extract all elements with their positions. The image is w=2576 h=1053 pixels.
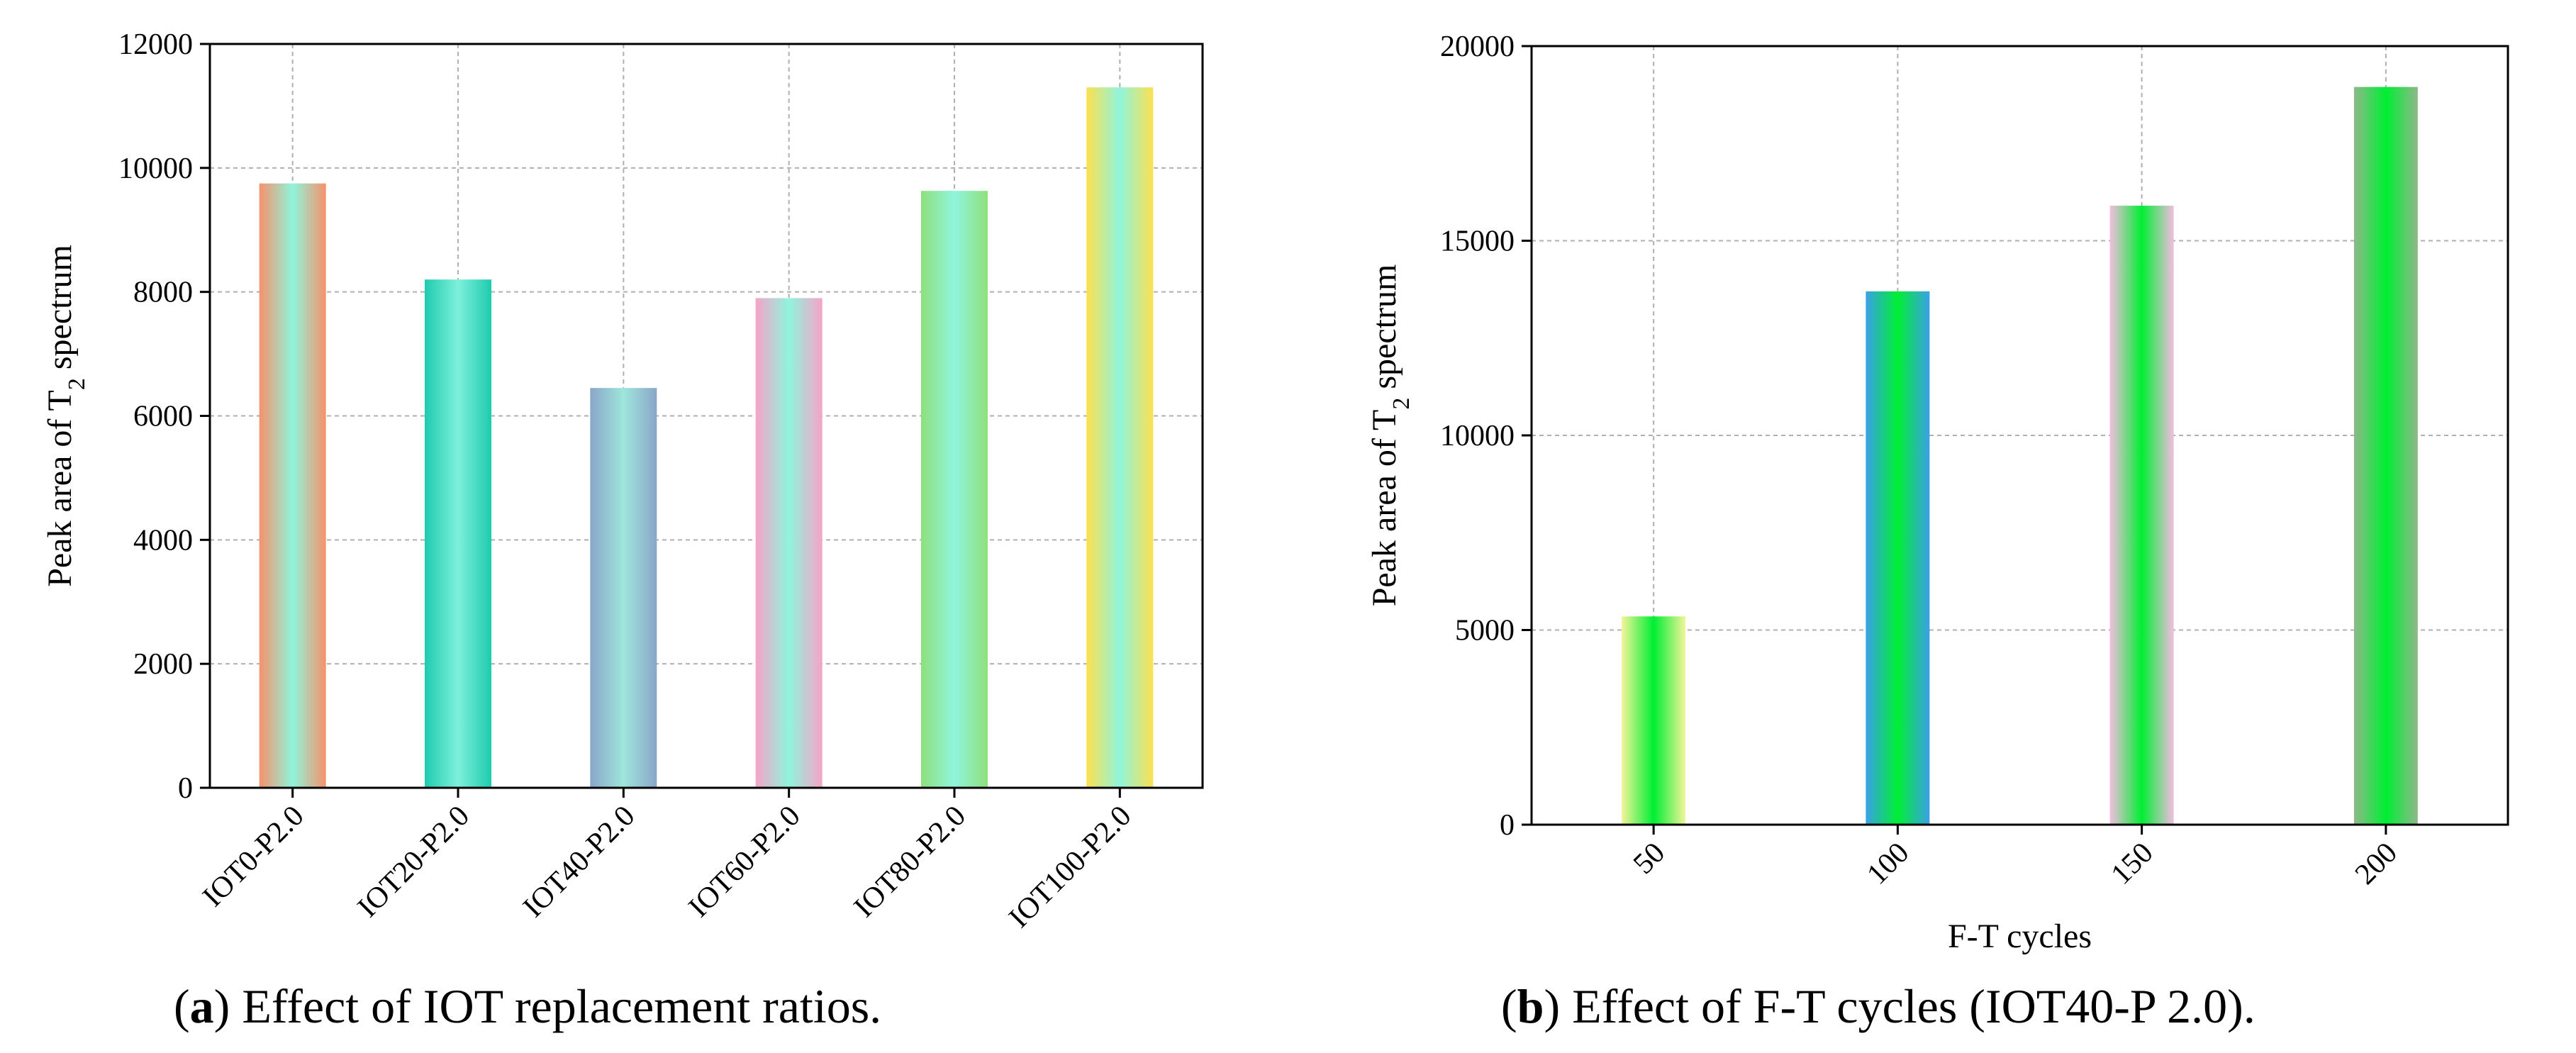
y-tick-label: 10000 [118,152,193,185]
x-axis-label-b: F-T cycles [1948,918,2092,955]
bar-200 [2353,87,2418,825]
x-tick-label: IOT40-P2.0 [517,800,641,924]
bar-IOT100-P2.0 [1086,87,1154,789]
y-tick-label: 2000 [133,648,193,681]
bar-IOT80-P2.0 [921,191,988,788]
x-tick-label: 200 [2349,837,2404,891]
x-tick-label: IOT100-P2.0 [1003,800,1137,935]
chart-panel-b: 0 5000 10000 15000 20000 50 100 150 200 Peak ar… [1366,30,2509,1033]
x-tick-label: 50 [1627,837,1671,881]
y-tick-label: 6000 [133,401,193,433]
x-tick-label: IOT20-P2.0 [352,800,476,924]
bar-IOT60-P2.0 [755,298,823,788]
x-axis-a: IOT0-P2.0 IOT20-P2.0 IOT40-P2.0 IOT60-P2.0 I… [196,788,1137,935]
bars-a [259,87,1154,789]
y-tick-label: 10000 [1440,420,1515,452]
y-tick-label: 4000 [133,524,193,557]
y-tick-label: 0 [178,772,193,805]
y-axis-label-b: Peak area of T2 spectrum [1366,264,1415,607]
bar-50 [1622,616,1686,825]
grid-a [210,44,1203,788]
x-tick-label: IOT0-P2.0 [196,800,310,913]
bar-150 [2109,206,2174,825]
x-tick-label: IOT80-P2.0 [848,800,972,924]
caption-a: (a) Effect of IOT replacement ratios. [174,979,881,1033]
y-tick-label: 20000 [1440,30,1515,63]
y-tick-label: 15000 [1440,225,1515,258]
bar-IOT20-P2.0 [425,279,491,788]
x-tick-label: IOT60-P2.0 [682,800,806,924]
caption-b: (b) Effect of F-T cycles (IOT40-P 2.0). [1501,979,2256,1033]
y-tick-label: 12000 [118,28,193,61]
y-tick-label: 8000 [133,277,193,309]
bars-b [1622,87,2418,825]
bar-IOT40-P2.0 [590,388,657,788]
y-axis-label-a: Peak area of T2 spectrum [41,245,90,587]
y-tick-label: 5000 [1455,615,1515,647]
bar-IOT0-P2.0 [259,183,326,788]
bar-100 [1866,291,1930,825]
y-axis-a: 0 2000 4000 6000 8000 10000 12000 [118,28,210,805]
x-tick-label: 150 [2105,837,2160,891]
y-axis-b: 0 5000 10000 15000 20000 [1440,30,1532,842]
y-tick-label: 0 [1500,809,1515,842]
x-axis-b: 50 100 150 200 [1627,825,2404,891]
x-tick-label: 100 [1861,837,1915,891]
